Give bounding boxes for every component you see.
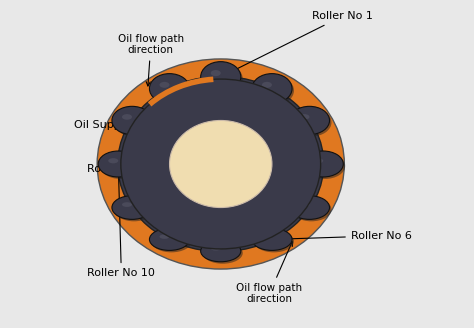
Ellipse shape — [170, 120, 272, 208]
Ellipse shape — [300, 202, 310, 207]
Ellipse shape — [201, 240, 241, 262]
Ellipse shape — [300, 114, 310, 120]
Ellipse shape — [151, 75, 191, 106]
Ellipse shape — [159, 82, 170, 88]
Ellipse shape — [252, 228, 292, 250]
Ellipse shape — [121, 79, 320, 249]
Ellipse shape — [118, 76, 324, 252]
Ellipse shape — [201, 62, 241, 92]
Ellipse shape — [211, 246, 221, 251]
Ellipse shape — [149, 228, 190, 250]
Ellipse shape — [159, 235, 170, 239]
Ellipse shape — [202, 64, 243, 94]
Ellipse shape — [313, 158, 323, 163]
Ellipse shape — [112, 196, 152, 219]
Ellipse shape — [292, 198, 331, 221]
Text: Oil Supply location B: Oil Supply location B — [74, 90, 190, 130]
Ellipse shape — [289, 106, 329, 134]
Ellipse shape — [149, 73, 190, 104]
Text: Roller No 6: Roller No 6 — [276, 231, 412, 241]
Ellipse shape — [114, 198, 154, 221]
Ellipse shape — [98, 151, 138, 177]
Ellipse shape — [289, 196, 329, 219]
Ellipse shape — [254, 230, 294, 252]
Ellipse shape — [108, 158, 118, 163]
Ellipse shape — [262, 82, 272, 88]
Ellipse shape — [252, 73, 292, 104]
Text: Oil flow path
direction: Oil flow path direction — [237, 242, 302, 304]
Ellipse shape — [114, 108, 154, 136]
Ellipse shape — [170, 120, 272, 208]
Text: Roller No 1: Roller No 1 — [224, 11, 373, 75]
Ellipse shape — [151, 230, 191, 252]
Ellipse shape — [254, 75, 294, 106]
Ellipse shape — [305, 153, 345, 179]
Ellipse shape — [202, 242, 243, 264]
Ellipse shape — [97, 59, 344, 269]
Ellipse shape — [211, 70, 221, 76]
Ellipse shape — [100, 153, 140, 179]
Ellipse shape — [112, 106, 152, 134]
Text: Roller No 10: Roller No 10 — [87, 168, 155, 278]
Ellipse shape — [122, 202, 132, 207]
Ellipse shape — [292, 108, 331, 136]
Ellipse shape — [262, 235, 272, 239]
Text: Oil flow path
direction: Oil flow path direction — [118, 34, 184, 86]
Text: Roller No 12: Roller No 12 — [87, 92, 167, 174]
Ellipse shape — [303, 151, 343, 177]
Ellipse shape — [122, 114, 132, 120]
